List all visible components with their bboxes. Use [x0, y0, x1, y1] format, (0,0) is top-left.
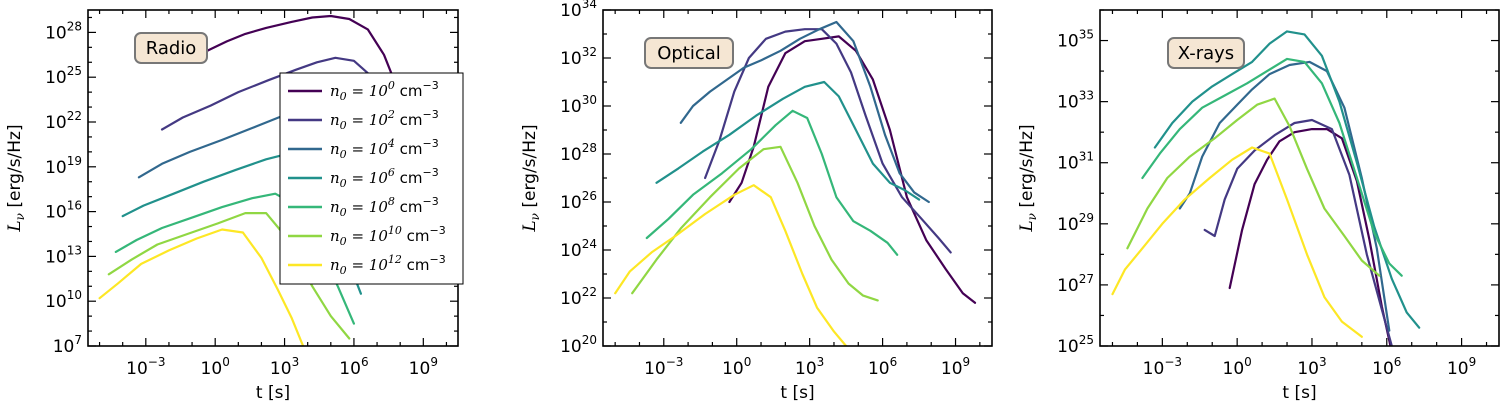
x-tick-label: 100 — [722, 355, 751, 379]
y-tick-label: 107 — [53, 333, 82, 357]
y-tick-label: 1024 — [560, 237, 597, 261]
radio-panel: 10−3 100 103 106 109 107 1010 1013 1016 1019 1022 1… — [5, 9, 464, 403]
y-tick-label: 1010 — [45, 288, 82, 312]
y-tick-label: 1033 — [1057, 89, 1094, 113]
x-tick-label: 10−3 — [126, 355, 165, 379]
series-line-2 — [679, 20, 930, 204]
x-tick-label: 10−3 — [644, 355, 683, 379]
x-tick-label: 106 — [868, 355, 897, 379]
y-tick-label: 1030 — [560, 93, 597, 117]
series-line-6 — [614, 184, 848, 346]
series-line-4 — [645, 109, 899, 256]
y-tick-label: 1031 — [1057, 150, 1094, 174]
x-tick-label: 103 — [270, 355, 299, 379]
y-tick-label: 1022 — [45, 109, 82, 133]
x-axis-label: t [s] — [1282, 383, 1316, 403]
panel-title-badge: Radio — [134, 32, 208, 64]
series-line-6 — [1111, 146, 1363, 338]
x-axis-label: t [s] — [256, 383, 290, 403]
axes-frame — [1099, 9, 1500, 347]
x-tick-label: 103 — [1297, 355, 1326, 379]
panel-title-badge: Optical — [644, 37, 734, 69]
x-tick-label: 106 — [1372, 355, 1401, 379]
optical-panel: 10−3 100 103 106 109 1020 1022 1024 1026 1028 1030… — [520, 0, 993, 403]
y-tick-label: 1029 — [1057, 211, 1094, 235]
x-tick-label: 109 — [941, 355, 970, 379]
series-line-5 — [107, 212, 351, 340]
x-axis-label: t [s] — [780, 383, 814, 403]
x-tick-label: 100 — [201, 355, 230, 379]
series-line-6 — [98, 228, 305, 346]
x-tick-label: 103 — [795, 355, 824, 379]
legend-entry: n0 = 108 cm−3 — [330, 195, 439, 219]
series-line-0 — [728, 35, 977, 304]
xrays-panel: 10−3 100 103 106 109 1025 1027 1029 1031 1033 1035… — [1017, 9, 1500, 403]
series-line-3 — [655, 80, 921, 201]
y-tick-label: 1025 — [45, 64, 82, 88]
legend-entry: n0 = 1010 cm−3 — [330, 224, 446, 248]
series-group — [1111, 30, 1421, 346]
y-tick-label: 1027 — [1057, 272, 1094, 296]
x-tick-label: 109 — [1447, 355, 1476, 379]
y-tick-label: 1028 — [560, 141, 597, 165]
y-tick-label: 1026 — [560, 189, 597, 213]
y-axis-label: Lν [erg/s/Hz] — [1017, 124, 1039, 232]
y-axis-label: Lν [erg/s/Hz] — [5, 124, 27, 232]
y-tick-label: 1032 — [560, 45, 597, 69]
legend: n0 = 100 cm−3 n0 = 102 cm−3 n0 = 104 cm−3 n… — [279, 72, 464, 285]
x-tick-label: 100 — [1223, 355, 1252, 379]
series-group — [614, 20, 977, 346]
panel-title: Radio — [146, 38, 197, 59]
y-axis-label: Lν [erg/s/Hz] — [520, 124, 542, 232]
y-tick-label: 1013 — [45, 243, 82, 267]
y-tick-label: 1019 — [45, 154, 82, 178]
y-tick-label: 1034 — [560, 0, 597, 21]
legend-entry: n0 = 106 cm−3 — [330, 166, 439, 190]
legend-entry: n0 = 102 cm−3 — [330, 108, 439, 132]
y-tick-label: 1025 — [1057, 333, 1094, 357]
x-tick-label: 109 — [409, 355, 438, 379]
y-tick-label: 1028 — [45, 19, 82, 43]
y-tick-label: 1022 — [560, 285, 597, 309]
x-tick-label: 10−3 — [1143, 355, 1182, 379]
series-line-5 — [1126, 97, 1381, 277]
series-line-5 — [631, 145, 879, 302]
series-line-0 — [1228, 128, 1392, 346]
series-line-4 — [1141, 57, 1403, 277]
series-line-1 — [1203, 118, 1393, 346]
series-line-1 — [703, 28, 952, 254]
x-tick-label: 106 — [339, 355, 368, 379]
y-tick-label: 1016 — [45, 199, 82, 223]
panel-title: Optical — [657, 43, 721, 64]
legend-entry: n0 = 100 cm−3 — [330, 79, 439, 103]
legend-entry: n0 = 1012 cm−3 — [330, 253, 446, 277]
legend-entry: n0 = 104 cm−3 — [330, 137, 439, 161]
y-tick-label: 1020 — [560, 333, 597, 357]
panel-title: X-rays — [1178, 43, 1234, 64]
panel-title-badge: X-rays — [1167, 37, 1245, 69]
y-tick-label: 1035 — [1057, 28, 1094, 52]
